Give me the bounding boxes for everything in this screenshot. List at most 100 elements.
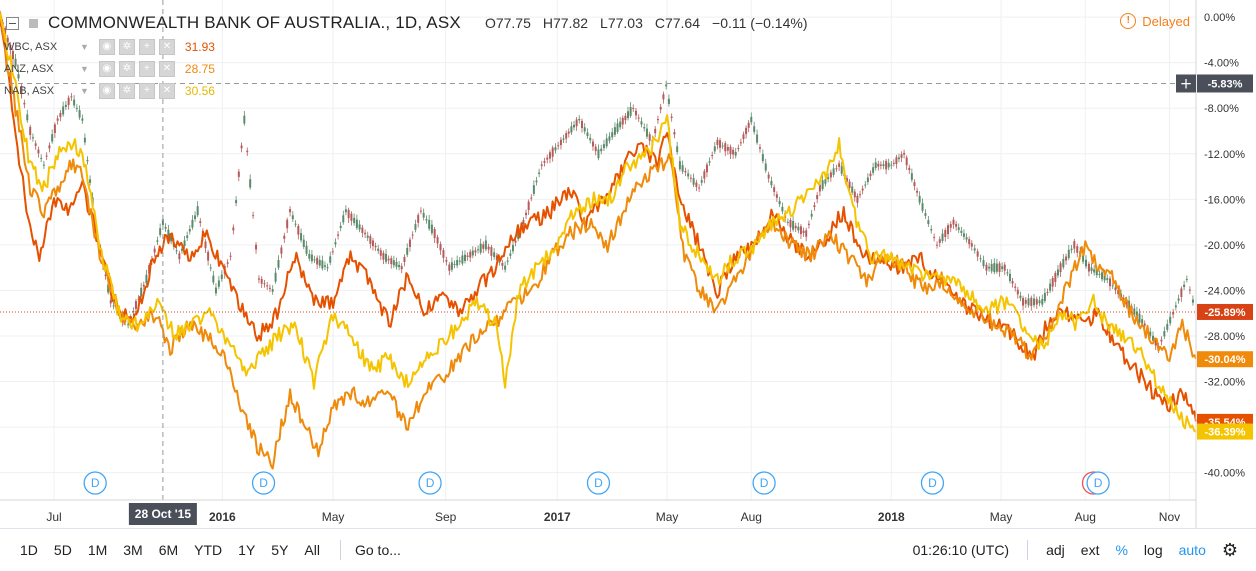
candle-body (240, 145, 243, 149)
range-all-button[interactable]: All (304, 542, 320, 558)
y-tick-label: -40.00% (1204, 468, 1245, 480)
gear-icon[interactable]: ✲ (118, 61, 135, 77)
chevron-down-icon[interactable]: ▼ (80, 64, 89, 74)
clock-time[interactable]: 01:26:10 (UTC) (912, 542, 1010, 558)
eye-icon[interactable]: ◉ (98, 83, 115, 99)
settings-gear-icon[interactable]: ⚙ (1221, 539, 1238, 560)
percent-toggle[interactable]: % (1115, 542, 1128, 558)
candle-body (199, 221, 202, 223)
range-1d-button[interactable]: 1D (20, 542, 38, 558)
compare-name[interactable]: WBC, ASX (4, 41, 58, 53)
candle-body (408, 239, 411, 247)
candle-body (634, 110, 637, 116)
range-3m-button[interactable]: 3M (123, 542, 143, 558)
candle-body (548, 152, 551, 159)
candle-body (998, 263, 1001, 272)
go-to-button[interactable]: Go to... (354, 542, 401, 558)
candle-body (1143, 323, 1146, 326)
candle-body (565, 133, 568, 139)
candle-body (1185, 278, 1188, 280)
plus-icon[interactable]: + (138, 83, 155, 99)
close-icon[interactable]: ✕ (158, 83, 175, 99)
candle-body (29, 126, 32, 136)
range-1y-button[interactable]: 1Y (238, 542, 256, 558)
x-tick-label: Aug (741, 510, 762, 524)
candle-body (773, 187, 776, 192)
candle-body (1056, 269, 1059, 276)
compare-name[interactable]: NAB, ASX (4, 85, 55, 97)
log-toggle[interactable]: log (1143, 542, 1163, 558)
candle-body (277, 259, 280, 268)
candle-body (676, 146, 679, 153)
range-ytd-button[interactable]: YTD (194, 542, 223, 558)
candle-body (445, 259, 448, 262)
symbol-title[interactable]: COMMONWEALTH BANK OF AUSTRALIA., 1D, ASX (48, 13, 461, 32)
candle-body (551, 147, 554, 157)
close-icon[interactable]: ✕ (158, 39, 175, 55)
candle-body (700, 180, 703, 183)
auto-toggle[interactable]: auto (1178, 542, 1206, 558)
series-line-nab (0, 13, 1197, 433)
plus-icon[interactable]: + (138, 39, 155, 55)
range-1m-button[interactable]: 1M (87, 542, 108, 558)
candle-body (1098, 273, 1101, 275)
compare-name[interactable]: ANZ, ASX (4, 63, 54, 75)
eye-icon[interactable]: ◉ (98, 39, 115, 55)
candle-body (1117, 289, 1120, 295)
candle-body (1027, 298, 1030, 306)
candle-body (792, 221, 795, 230)
candle-body (729, 146, 732, 155)
candle-body (392, 260, 395, 266)
dividend-marker (83, 471, 107, 495)
candle-body (678, 161, 681, 170)
candle-body (887, 162, 890, 168)
candle-body (212, 275, 215, 283)
candle-body (493, 252, 496, 257)
range-6m-button[interactable]: 6M (158, 542, 179, 558)
clock-icon: ! (1120, 13, 1137, 29)
candle-body (781, 206, 784, 212)
delayed-indicator[interactable]: ! Delayed (1120, 13, 1190, 29)
candle-body (546, 157, 549, 160)
gear-icon[interactable]: ✲ (118, 83, 135, 99)
candle-body (159, 228, 162, 235)
x-tick-label: 2018 (878, 510, 905, 524)
candle-body (952, 219, 955, 225)
chevron-down-icon[interactable]: ▼ (80, 42, 89, 52)
candle-body (745, 127, 748, 135)
candle-body (86, 159, 89, 162)
last-value-label: -30.04% (1205, 354, 1246, 366)
candle-body (711, 155, 714, 157)
collapse-legend-icon[interactable] (6, 16, 19, 30)
gear-icon[interactable]: ✲ (118, 39, 135, 55)
candle-body (684, 170, 687, 173)
candle-body (947, 225, 950, 235)
candle-body (681, 165, 684, 172)
candle-body (14, 58, 17, 67)
adj-toggle[interactable]: adj (1046, 542, 1065, 558)
candle-body (627, 111, 630, 119)
candle-body (40, 157, 43, 159)
candle-body (557, 145, 560, 147)
candle-body (414, 224, 417, 230)
close-icon[interactable]: ✕ (158, 61, 175, 77)
range-5y-button[interactable]: 5Y (271, 542, 289, 558)
chevron-down-icon[interactable]: ▼ (80, 86, 89, 96)
candle-body (167, 229, 170, 238)
candle-body (1041, 298, 1044, 305)
candle-body (1151, 335, 1154, 341)
candle-body (637, 117, 640, 119)
candle-body (532, 185, 535, 194)
range-5d-button[interactable]: 5D (53, 542, 72, 558)
candle-body (207, 251, 210, 261)
candle-body (9, 44, 12, 51)
plus-icon[interactable]: + (138, 61, 155, 77)
candle-body (1046, 291, 1049, 293)
candle-body (799, 226, 802, 235)
candle-body (885, 160, 888, 170)
ext-toggle[interactable]: ext (1080, 542, 1100, 558)
candle-body (659, 106, 662, 110)
eye-icon[interactable]: ◉ (98, 61, 115, 77)
series-settings-icon[interactable] (29, 18, 38, 28)
